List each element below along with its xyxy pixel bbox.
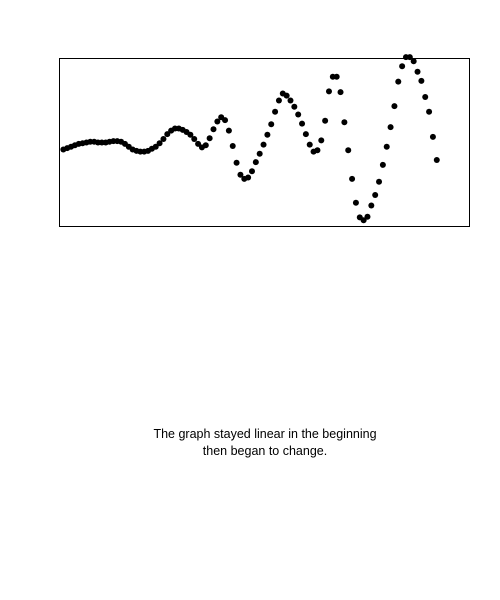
data-point: [206, 135, 213, 142]
data-point: [268, 121, 275, 128]
data-point: [433, 157, 440, 163]
data-point: [341, 119, 348, 126]
data-point: [302, 131, 309, 138]
data-point: [275, 97, 282, 104]
data-point: [202, 142, 209, 149]
data-point: [214, 118, 221, 125]
data-point: [391, 103, 398, 110]
data-point: [152, 143, 159, 150]
data-point: [333, 73, 340, 80]
data-point: [325, 88, 332, 95]
data-point: [364, 213, 371, 220]
data-point: [195, 140, 202, 147]
data-point: [422, 94, 429, 100]
data-point: [314, 147, 321, 154]
data-point: [410, 58, 417, 65]
data-point: [191, 136, 198, 142]
data-point: [295, 111, 302, 118]
data-point: [368, 202, 375, 209]
data-point: [418, 77, 425, 84]
data-point: [372, 192, 379, 198]
data-point: [164, 131, 171, 138]
data-point: [387, 124, 394, 131]
data-points: [60, 54, 440, 224]
data-point: [306, 141, 313, 148]
data-point: [222, 117, 229, 124]
data-point: [383, 143, 390, 150]
data-point: [349, 175, 356, 182]
data-point: [210, 126, 217, 133]
data-point: [322, 117, 329, 124]
data-point: [352, 199, 359, 206]
data-point: [379, 161, 386, 168]
data-point: [187, 131, 194, 138]
data-point: [299, 120, 306, 127]
data-point: [395, 78, 402, 85]
data-point: [429, 133, 436, 140]
data-point: [237, 171, 244, 178]
data-point: [264, 131, 271, 138]
caption-line-1: The graph stayed linear in the beginning: [153, 427, 377, 441]
data-point: [283, 92, 290, 99]
data-point: [318, 137, 325, 144]
data-point: [376, 178, 383, 185]
data-point: [287, 97, 294, 104]
data-point: [291, 103, 298, 110]
data-point: [256, 150, 263, 157]
data-point: [225, 127, 232, 134]
data-point: [248, 168, 255, 175]
data-point: [399, 63, 406, 70]
data-point: [360, 217, 367, 224]
data-point: [233, 159, 240, 166]
plot-frame: [59, 58, 470, 227]
data-point: [252, 159, 259, 166]
data-point: [260, 141, 267, 148]
data-point: [406, 54, 413, 61]
data-point: [272, 108, 279, 115]
data-point: [345, 147, 352, 154]
data-point: [337, 89, 344, 96]
caption: The graph stayed linear in the beginning…: [0, 426, 500, 460]
data-point: [245, 174, 252, 181]
data-point: [156, 140, 163, 147]
data-point: [229, 143, 236, 149]
data-point: [414, 68, 421, 75]
caption-line-2: then began to change.: [202, 444, 328, 458]
data-point: [160, 136, 167, 142]
data-point: [426, 108, 433, 115]
